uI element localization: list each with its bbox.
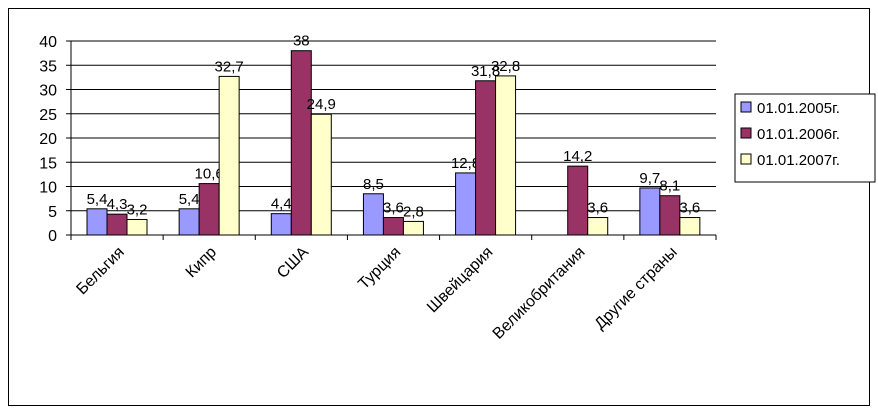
bar	[310, 113, 332, 236]
bar	[495, 75, 517, 236]
bar	[362, 193, 384, 236]
y-tick-label: 0	[48, 228, 57, 245]
data-label: 4,3	[107, 196, 128, 213]
legend-swatch	[740, 153, 752, 165]
y-tick-label: 40	[39, 34, 57, 51]
y-tick-label: 10	[39, 180, 57, 197]
data-label: 12,8	[451, 155, 480, 172]
legend-swatch	[740, 127, 752, 139]
bar	[567, 165, 589, 236]
data-label: 4,4	[271, 196, 292, 213]
bar	[659, 195, 681, 236]
category-label: Другие страны	[592, 244, 681, 333]
bar	[106, 213, 128, 236]
data-label: 5,4	[179, 191, 200, 208]
category-label: Кипр	[183, 244, 220, 281]
data-label: 38	[293, 33, 310, 50]
y-tick-label: 15	[39, 155, 57, 172]
data-label: 31,8	[471, 63, 500, 80]
bar	[587, 217, 609, 236]
bar	[402, 220, 424, 236]
y-tick-label: 20	[39, 131, 57, 148]
data-label: 9,7	[639, 170, 660, 187]
bar	[639, 187, 661, 236]
bar	[86, 208, 108, 236]
data-label: 3,6	[587, 200, 608, 217]
chart-frame	[8, 8, 870, 406]
bar	[270, 213, 292, 236]
legend-entry: 01.01.2006г.	[757, 126, 840, 143]
bar	[126, 218, 148, 236]
legend-entry: 01.01.2005г.	[757, 100, 840, 117]
bar	[455, 172, 477, 236]
y-tick-label: 5	[48, 204, 57, 221]
y-tick-label: 25	[39, 107, 57, 124]
legend-swatch	[740, 101, 752, 113]
bar	[382, 217, 404, 236]
data-label: 10,6	[195, 166, 224, 183]
data-label: 14,2	[563, 148, 592, 165]
category-label: Бельгия	[73, 244, 127, 298]
data-label: 2,8	[403, 203, 424, 220]
y-tick-label: 30	[39, 83, 57, 100]
data-label: 5,4	[87, 191, 108, 208]
legend-box	[734, 93, 876, 183]
bar	[475, 80, 497, 236]
bar	[218, 75, 240, 236]
bar	[290, 50, 312, 236]
bar	[178, 208, 200, 236]
category-label: Великобритания	[490, 244, 589, 343]
category-label: Швейцария	[424, 244, 496, 316]
category-label: США	[274, 244, 312, 282]
legend-entry: 01.01.2007г.	[757, 152, 840, 169]
data-label: 32,8	[491, 58, 520, 75]
y-tick-label: 35	[39, 58, 57, 75]
data-label: 3,6	[383, 200, 404, 217]
bar	[679, 217, 701, 236]
bar	[198, 183, 220, 236]
data-label: 8,1	[659, 178, 680, 195]
data-label: 3,2	[127, 201, 148, 218]
data-label: 8,5	[363, 176, 384, 193]
data-label: 32,7	[215, 58, 244, 75]
data-label: 24,9	[307, 96, 336, 113]
category-label: Турция	[355, 244, 404, 293]
data-label: 3,6	[679, 200, 700, 217]
